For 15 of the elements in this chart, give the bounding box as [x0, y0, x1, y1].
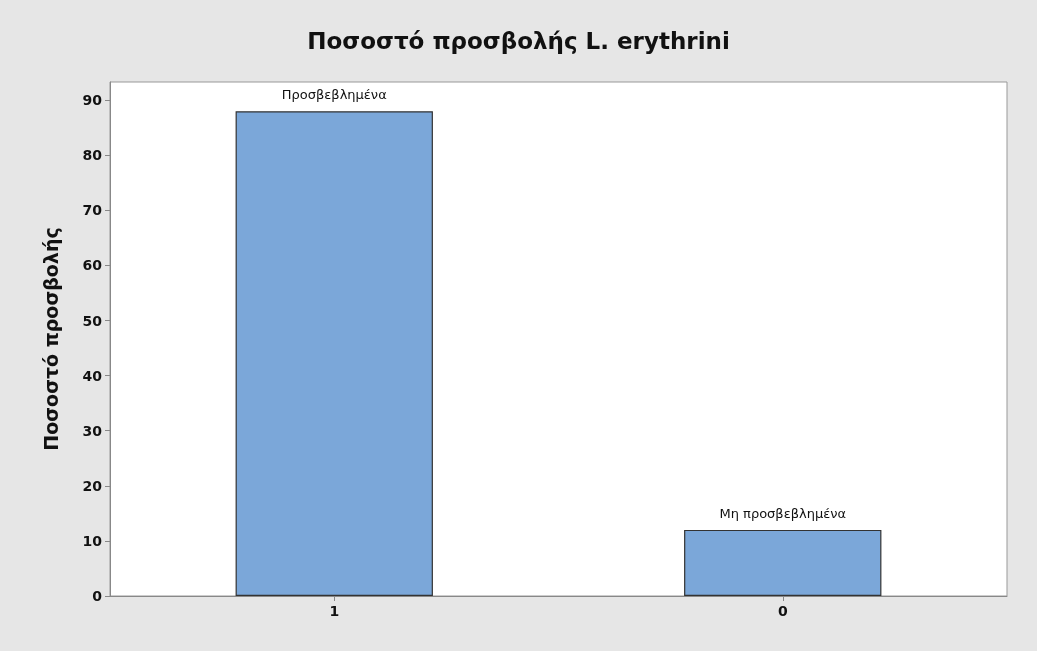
y-tick-label: 60	[82, 257, 103, 274]
y-tick-label: 80	[82, 147, 103, 164]
y-tick-label: 50	[82, 312, 103, 329]
annotation: Μη προσβεβλημένα	[719, 505, 847, 521]
y-tick-label: 20	[82, 477, 103, 494]
y-tick-label: 0	[92, 588, 103, 604]
chart-title: Ποσοστό προσβολής L. erythrini	[307, 27, 730, 54]
y-tick-label: 40	[82, 367, 103, 384]
y-tick-label: 70	[82, 202, 103, 219]
y-tick-label: 30	[82, 422, 103, 439]
y-axis-title: Ποσοστό προσβολής	[39, 227, 62, 451]
x-tick-label: 1	[329, 603, 340, 619]
annotation: Προσβεβλημένα	[281, 87, 387, 103]
y-tick-label: 10	[82, 532, 103, 549]
y-tick-label: 90	[82, 92, 103, 109]
